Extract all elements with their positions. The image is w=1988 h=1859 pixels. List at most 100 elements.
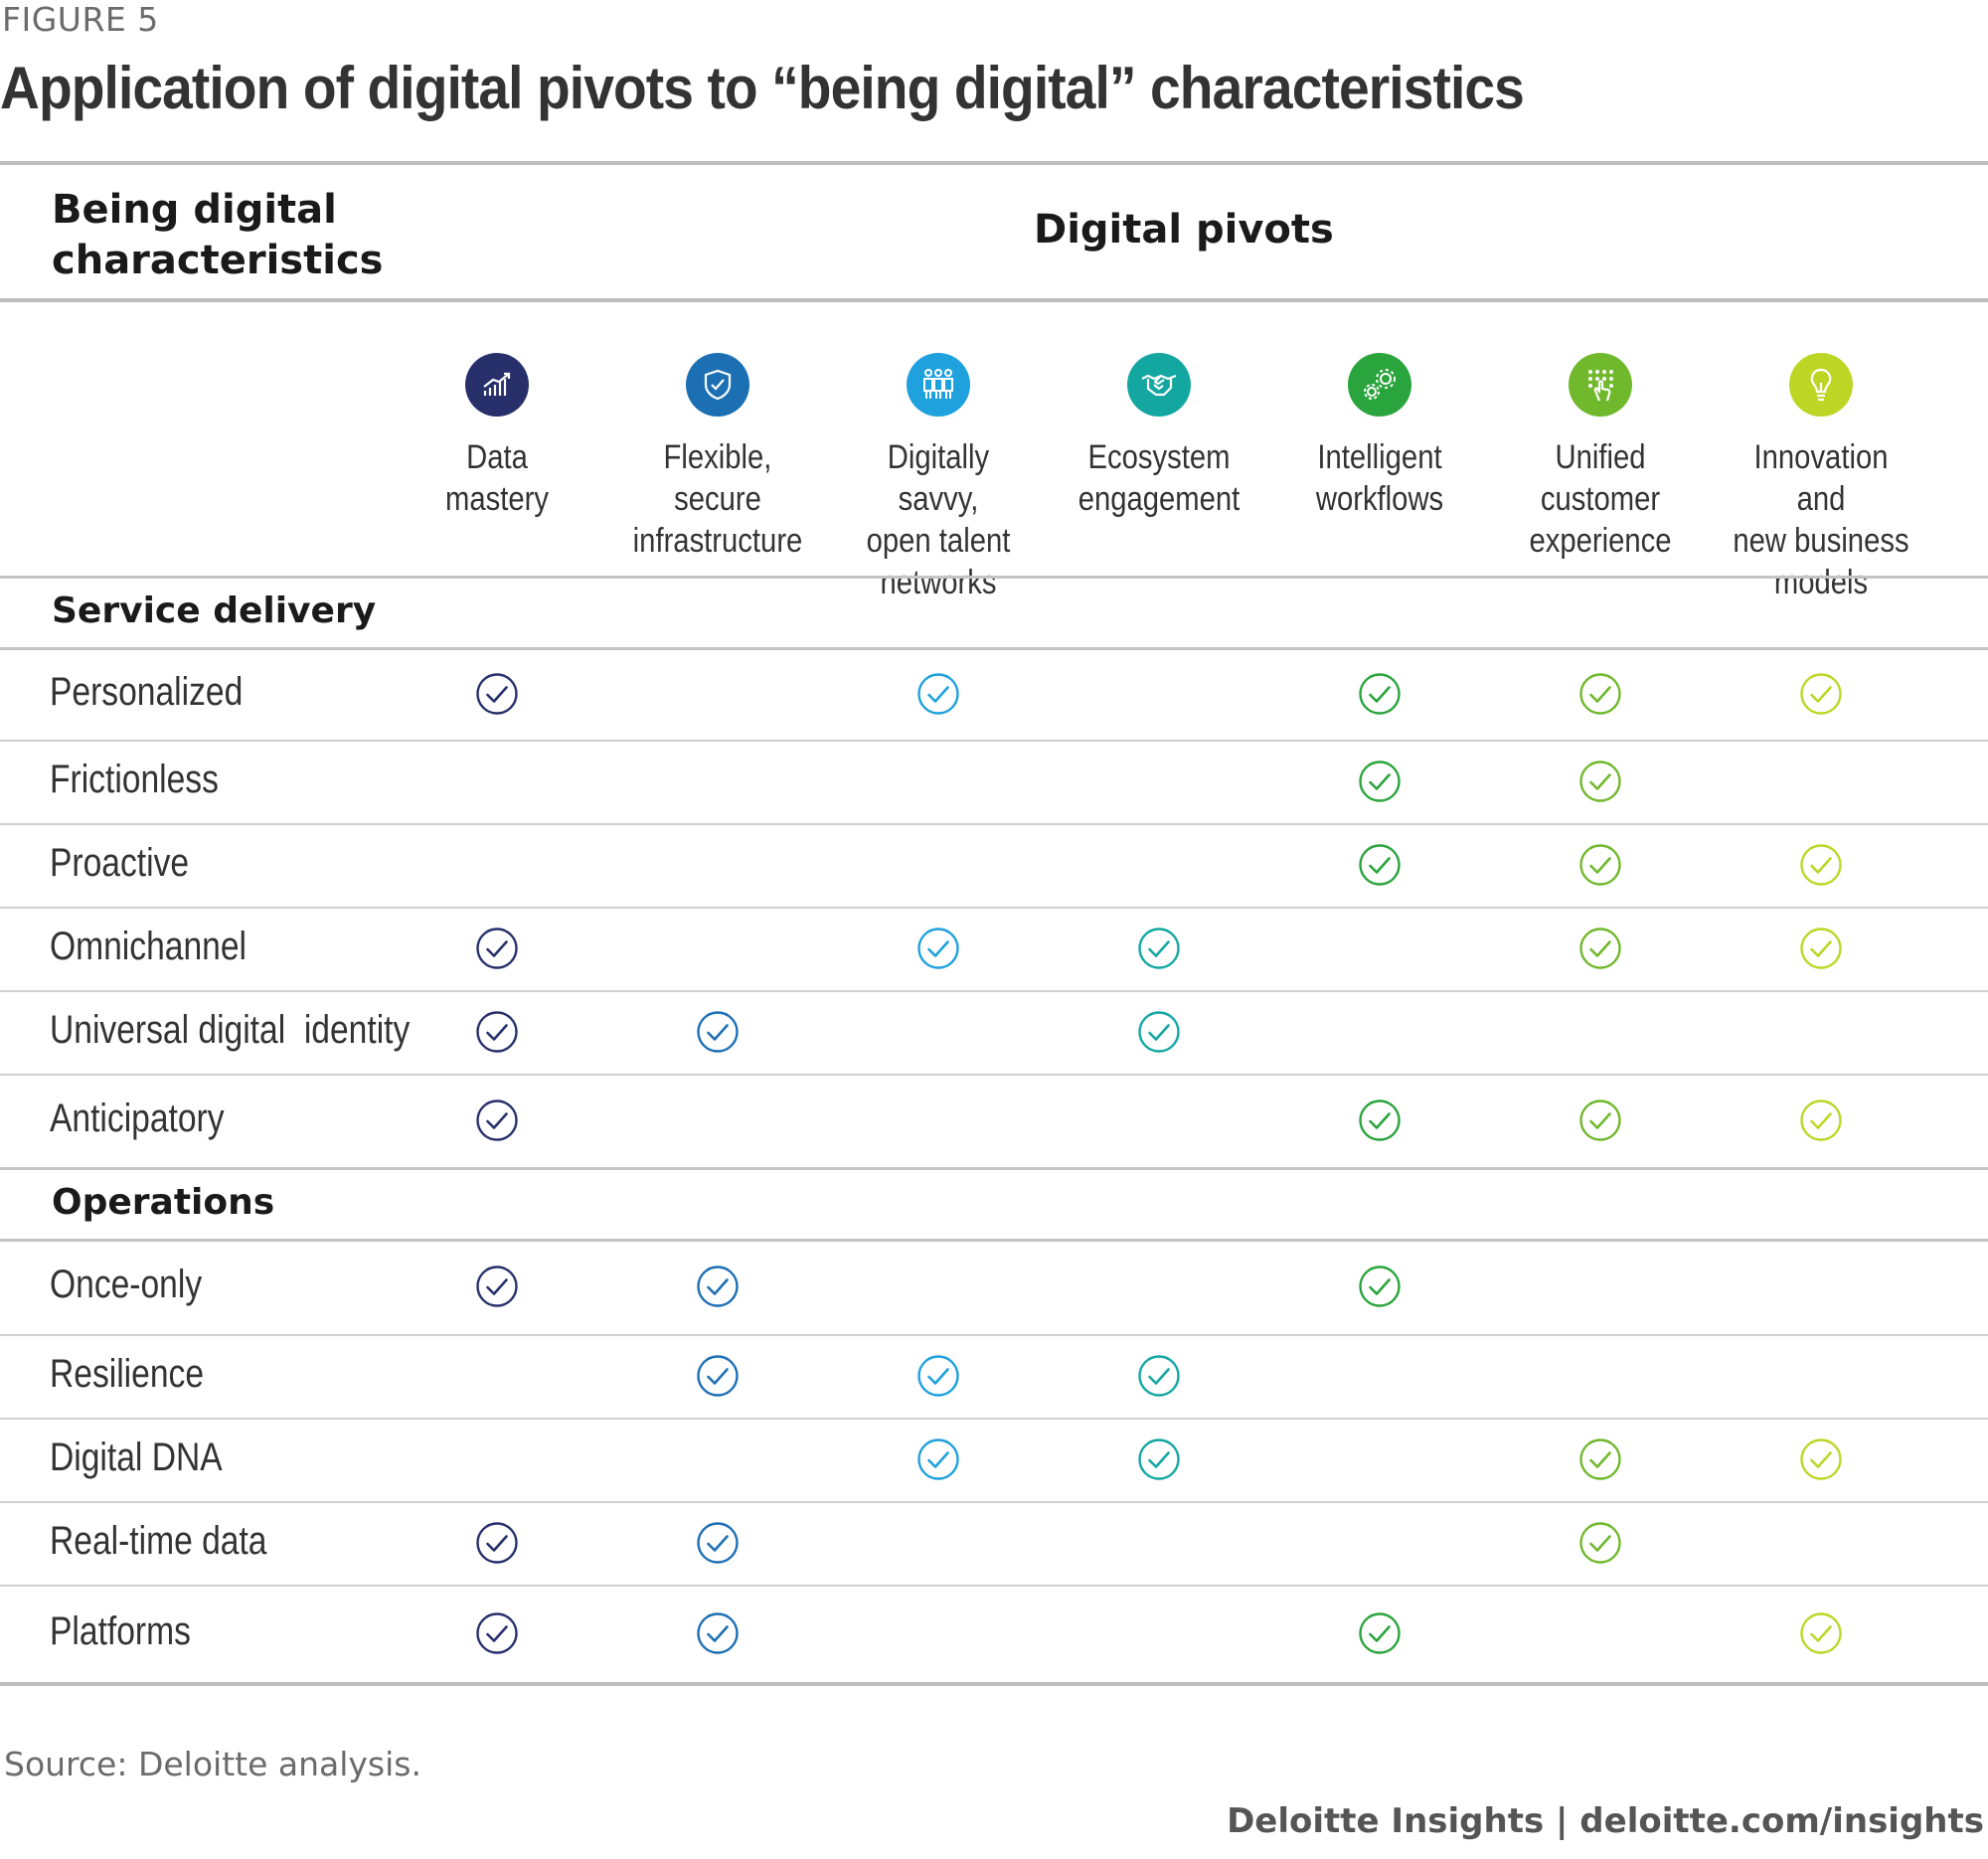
- row-label: Anticipatory: [50, 1097, 225, 1140]
- pivot-column-4: Ecosystem engagement: [1050, 353, 1268, 520]
- check-icon: [916, 1354, 960, 1398]
- pivot-column-1: Data mastery: [388, 353, 606, 520]
- section-header: Operations: [52, 1182, 275, 1223]
- pivot-column-label-line: workflows: [1315, 480, 1444, 518]
- source-note: Source: Deloitte analysis.: [4, 1745, 421, 1783]
- row-label: Platforms: [50, 1609, 191, 1653]
- row-label: Universal digital identity: [50, 1008, 411, 1052]
- pivot-column-2: Flexible, secure infrastructure: [608, 353, 827, 562]
- section-end-divider: [0, 1167, 1988, 1170]
- pivot-column-label-line: mastery: [444, 480, 549, 518]
- section-header: Service delivery: [52, 591, 377, 631]
- pivot-column-label-line: Unified: [1555, 438, 1646, 476]
- check-icon: [475, 1265, 519, 1308]
- check-icon: [1578, 843, 1622, 887]
- check-icon: [1799, 1611, 1843, 1655]
- pivot-column-label: Data mastery: [403, 436, 590, 520]
- lightbulb-icon: [1789, 353, 1853, 417]
- check-icon: [1137, 1437, 1181, 1481]
- check-icon: [475, 672, 519, 716]
- header-digital-pivots: Digital pivots: [1034, 207, 1334, 253]
- row-label: Omnichannel: [50, 925, 247, 968]
- header-divider: [0, 298, 1988, 302]
- check-icon: [1358, 672, 1402, 716]
- check-icon: [1578, 927, 1622, 970]
- pivot-column-label-line: new business: [1733, 522, 1909, 560]
- pivot-column-label-line: experience: [1529, 522, 1672, 560]
- row-label: Digital DNA: [50, 1436, 223, 1479]
- columns-divider: [0, 576, 1988, 579]
- check-icon: [1578, 760, 1622, 803]
- check-icon: [1137, 1010, 1181, 1054]
- header-characteristics: Being digital characteristics: [52, 187, 384, 283]
- pivot-column-label-line: Data: [466, 438, 528, 476]
- check-icon: [1578, 1098, 1622, 1142]
- pivot-column-label: Digitally savvy, open talent networks: [844, 436, 1032, 603]
- footer-credit: Deloitte Insights | deloitte.com/insight…: [1227, 1801, 1984, 1841]
- check-icon: [1578, 672, 1622, 716]
- pivot-column-label: Intelligent workflows: [1285, 436, 1473, 520]
- handshake-icon: [1127, 353, 1191, 417]
- section-divider: [0, 647, 1988, 650]
- pivot-column-label: Unified customer experience: [1506, 436, 1694, 562]
- pivot-column-label-line: Intelligent: [1317, 438, 1442, 476]
- check-icon: [696, 1354, 740, 1398]
- check-icon: [1578, 1521, 1622, 1565]
- check-icon: [1358, 843, 1402, 887]
- check-icon: [1358, 1611, 1402, 1655]
- check-icon: [1137, 927, 1181, 970]
- pivot-column-label: Ecosystem engagement: [1065, 436, 1252, 520]
- top-divider: [0, 161, 1988, 165]
- row-divider: [0, 1418, 1988, 1420]
- shield-icon: [686, 353, 749, 417]
- row-divider: [0, 990, 1988, 992]
- row-divider: [0, 1501, 1988, 1503]
- check-icon: [1137, 1354, 1181, 1398]
- row-divider: [0, 907, 1988, 909]
- pivot-column-label-line: open talent: [866, 522, 1011, 560]
- pivot-column-label-line: infrastructure: [632, 522, 803, 560]
- check-icon: [475, 927, 519, 970]
- row-label: Resilience: [50, 1352, 205, 1396]
- check-icon: [475, 1521, 519, 1565]
- check-icon: [1358, 760, 1402, 803]
- check-icon: [696, 1521, 740, 1565]
- row-label: Once-only: [50, 1263, 203, 1306]
- check-icon: [475, 1611, 519, 1655]
- people-icon: [907, 353, 970, 417]
- pivot-column-label: Innovation and new business models: [1727, 436, 1914, 603]
- pivot-column-label-line: Digitally savvy,: [887, 438, 990, 518]
- check-icon: [916, 927, 960, 970]
- check-icon: [696, 1010, 740, 1054]
- page-title: Application of digital pivots to “being …: [0, 55, 1525, 121]
- row-label: Proactive: [50, 841, 190, 885]
- pivot-column-label-line: customer: [1540, 480, 1661, 518]
- section-divider: [0, 1239, 1988, 1242]
- check-icon: [916, 1437, 960, 1481]
- check-icon: [1799, 672, 1843, 716]
- check-icon: [1799, 843, 1843, 887]
- row-divider: [0, 823, 1988, 825]
- row-label: Personalized: [50, 669, 244, 714]
- check-icon: [475, 1010, 519, 1054]
- touch-icon: [1569, 353, 1632, 417]
- pivot-column-5: Intelligent workflows: [1270, 353, 1489, 520]
- row-label: Real-time data: [50, 1519, 267, 1563]
- check-icon: [696, 1265, 740, 1308]
- pivot-column-label-line: Ecosystem: [1087, 438, 1231, 476]
- check-icon: [1358, 1265, 1402, 1308]
- check-icon: [475, 1098, 519, 1142]
- pivot-column-label-line: networks: [880, 564, 997, 601]
- pivot-column-label-line: Innovation and: [1753, 438, 1889, 518]
- pivot-column-7: Innovation and new business models: [1712, 353, 1930, 603]
- check-icon: [1799, 1098, 1843, 1142]
- row-divider: [0, 1585, 1988, 1587]
- pivot-column-3: Digitally savvy, open talent networks: [829, 353, 1048, 603]
- chart-icon: [465, 353, 529, 417]
- gears-icon: [1348, 353, 1411, 417]
- check-icon: [1799, 1437, 1843, 1481]
- row-label: Frictionless: [50, 758, 219, 801]
- check-icon: [696, 1611, 740, 1655]
- pivot-column-label-line: models: [1773, 564, 1869, 601]
- pivot-column-label: Flexible, secure infrastructure: [623, 436, 811, 562]
